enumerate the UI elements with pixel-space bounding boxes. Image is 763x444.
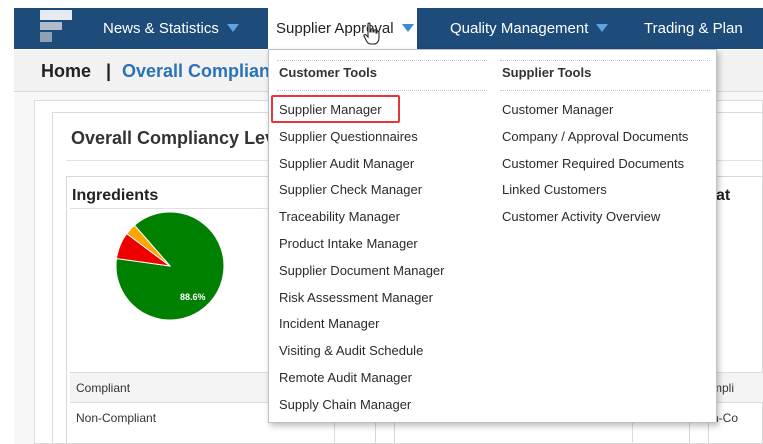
pie-value-label: 88.6% — [180, 292, 206, 302]
menu-item-linked-customers[interactable]: Linked Customers — [502, 182, 607, 198]
compliancy-title: Overall Compliancy Lev — [71, 128, 276, 148]
table-row: n-Co — [708, 402, 763, 432]
menu-item-risk-assessment-manager[interactable]: Risk Assessment Manager — [279, 289, 433, 305]
divider — [500, 90, 710, 91]
logo-icon[interactable] — [40, 8, 74, 44]
table-cell: Non-Compliant — [76, 411, 157, 425]
nav-news-statistics-label: News & Statistics — [103, 20, 219, 37]
breadcrumb-current: Overall Complian — [122, 61, 271, 81]
divider — [70, 208, 370, 209]
menu-item-supplier-check-manager[interactable]: Supplier Check Manager — [279, 182, 423, 198]
right-table: mpli n-Co — [708, 372, 763, 432]
ingredients-title: Ingredients — [72, 187, 159, 204]
nav-news-statistics[interactable]: News & Statistics — [103, 8, 239, 49]
menu-item-remote-audit-manager[interactable]: Remote Audit Manager — [279, 369, 412, 385]
table-row: mpli — [708, 372, 763, 402]
highlight-box — [271, 95, 400, 123]
nav-supplier-approval[interactable]: Supplier Approval — [268, 8, 417, 49]
menu-item-traceability-manager[interactable]: Traceability Manager — [279, 209, 400, 225]
menu-item-supplier-questionnaires[interactable]: Supplier Questionnaires — [279, 128, 418, 144]
table-cell: mpli — [712, 381, 735, 395]
nav-quality-management-label: Quality Management — [450, 20, 589, 37]
menu-item-customer-activity-overview[interactable]: Customer Activity Overview — [502, 209, 661, 225]
customer-tools-heading: Customer Tools — [279, 65, 377, 80]
menu-item-customer-required-documents[interactable]: Customer Required Documents — [502, 155, 685, 171]
menu-item-company-approval-documents[interactable]: Company / Approval Documents — [502, 128, 689, 144]
menu-item-supplier-manager[interactable]: Supplier Manager — [279, 102, 382, 117]
breadcrumb-separator: | — [106, 61, 112, 81]
breadcrumb-home-link[interactable]: Home — [41, 61, 92, 81]
table-row: Non-Compliant — [70, 402, 376, 432]
menu-item-customer-manager[interactable]: Customer Manager — [502, 102, 614, 117]
table-cell: n-Co — [712, 411, 739, 425]
menu-item-product-intake-manager[interactable]: Product Intake Manager — [279, 235, 418, 251]
pie-slice-other[interactable] — [126, 224, 171, 267]
divider — [277, 60, 487, 61]
menu-item-supply-chain-manager[interactable]: Supply Chain Manager — [279, 396, 412, 412]
menu-item-visiting-audit-schedule[interactable]: Visiting & Audit Schedule — [279, 343, 424, 359]
supplier-approval-dropdown-menu: Customer Tools Supplier Tools Supplier M… — [268, 49, 717, 423]
nav-supplier-approval-label: Supplier Approval — [276, 20, 394, 37]
chevron-down-icon — [401, 24, 414, 33]
supplier-tools-list: Customer Manager Company / Approval Docu… — [502, 97, 688, 231]
table-cell: Compliant — [76, 381, 131, 395]
right-card-title: at — [716, 187, 731, 204]
supplier-tools-heading: Supplier Tools — [502, 65, 592, 80]
hand-pointer-cursor-icon — [363, 22, 380, 45]
chevron-down-icon — [226, 24, 239, 33]
nav-quality-management[interactable]: Quality Management — [450, 8, 609, 49]
divider — [277, 90, 487, 91]
nav-trading-planning-label: Trading & Plan — [644, 20, 743, 37]
menu-item-supplier-audit-manager[interactable]: Supplier Audit Manager — [279, 155, 415, 171]
ingredients-pie-chart[interactable]: 88.6% — [114, 210, 226, 322]
nav-trading-planning[interactable]: Trading & Plan — [644, 8, 743, 49]
chevron-down-icon — [596, 24, 609, 33]
menu-item-supplier-document-manager[interactable]: Supplier Document Manager — [279, 262, 445, 278]
menu-item-incident-manager[interactable]: Incident Manager — [279, 316, 380, 332]
top-navigation-bar: News & Statistics Supplier Approval Qual… — [14, 8, 763, 49]
customer-tools-list: Supplier Manager Supplier Questionnaires… — [279, 97, 444, 419]
divider — [500, 60, 710, 61]
